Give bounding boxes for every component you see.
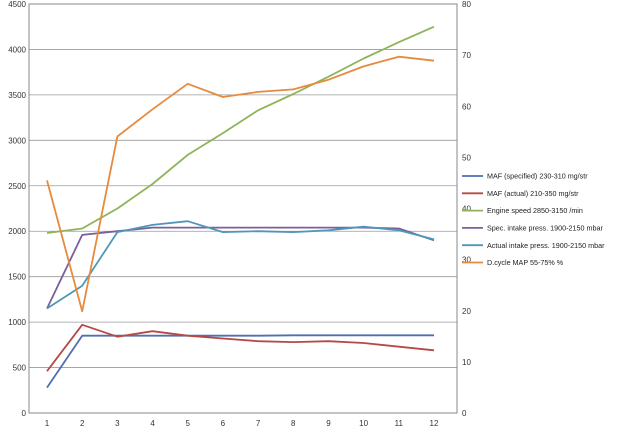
legend-label: MAF (actual) 210-350 mg/str: [487, 189, 579, 198]
x-axis-ticks: 1 2 3 4 5 6 7 8 9 10 11 12: [45, 419, 439, 428]
right-tick-label: 20: [462, 307, 471, 316]
left-tick-label: 1000: [8, 318, 26, 327]
legend: MAF (specified) 230-310 mg/str MAF (actua…: [462, 172, 605, 267]
right-tick-label: 50: [462, 153, 471, 162]
x-tick-label: 6: [221, 419, 226, 428]
x-tick-label: 3: [115, 419, 120, 428]
legend-label: MAF (specified) 230-310 mg/str: [487, 172, 588, 181]
x-tick-label: 8: [291, 419, 296, 428]
x-tick-label: 5: [186, 419, 191, 428]
right-tick-label: 40: [462, 205, 471, 214]
right-tick-label: 10: [462, 358, 471, 367]
left-tick-label: 3000: [8, 136, 26, 145]
series-line-3: [46, 25, 435, 234]
legend-label: D.cycle MAP 55-75% %: [487, 258, 564, 267]
left-tick-label: 2000: [8, 227, 26, 236]
left-axis-ticks: 0 500 1000 1500 2000 2500 3000 3500 4000 4500: [8, 0, 26, 418]
x-tick-label: 7: [256, 419, 261, 428]
right-tick-label: 60: [462, 102, 471, 111]
right-tick-label: 80: [462, 0, 471, 9]
plot-area-border: [28, 3, 458, 414]
series-line-6: [46, 55, 435, 313]
legend-label: Spec. intake press. 1900-2150 mbar: [487, 224, 603, 233]
left-tick-label: 0: [22, 409, 27, 418]
legend-label: Actual intake press. 1900-2150 mbar: [487, 241, 605, 250]
right-axis-ticks: 0 10 20 30 40 50 60 70 80: [462, 0, 471, 418]
series-lines: [46, 25, 435, 389]
left-tick-label: 500: [13, 364, 27, 373]
left-tick-label: 1500: [8, 273, 26, 282]
left-tick-label: 2500: [8, 182, 26, 191]
left-tick-label: 4000: [8, 45, 26, 54]
x-tick-label: 9: [326, 419, 331, 428]
series-line-5: [46, 220, 435, 310]
series-line-2: [46, 323, 435, 372]
legend-label: Engine speed 2850-3150 /min: [487, 206, 583, 215]
x-tick-label: 10: [359, 419, 368, 428]
series-line-1: [46, 334, 434, 389]
x-tick-label: 4: [150, 419, 155, 428]
right-tick-label: 30: [462, 256, 471, 265]
x-tick-label: 2: [80, 419, 85, 428]
left-tick-label: 4500: [8, 0, 26, 9]
right-tick-label: 70: [462, 51, 471, 60]
left-tick-label: 3500: [8, 91, 26, 100]
right-tick-label: 0: [462, 409, 467, 418]
x-tick-label: 1: [45, 419, 50, 428]
x-tick-label: 12: [430, 419, 439, 428]
x-tick-label: 11: [395, 419, 404, 428]
